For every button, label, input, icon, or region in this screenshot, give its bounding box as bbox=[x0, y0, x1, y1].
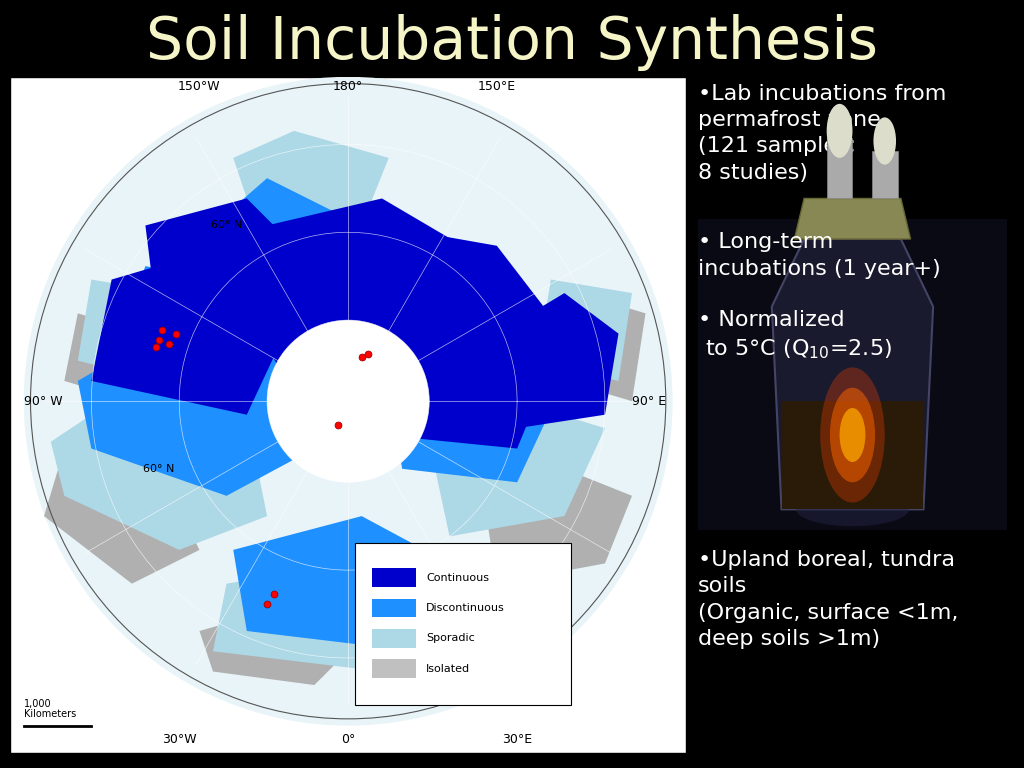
Polygon shape bbox=[772, 239, 933, 509]
Polygon shape bbox=[497, 293, 618, 429]
Polygon shape bbox=[200, 604, 348, 685]
Polygon shape bbox=[781, 401, 924, 509]
Text: • Normalized
 to 5°C (Q$_{10}$=2.5): • Normalized to 5°C (Q$_{10}$=2.5) bbox=[697, 310, 892, 361]
Text: 0°: 0° bbox=[341, 733, 355, 746]
Polygon shape bbox=[91, 246, 294, 415]
Polygon shape bbox=[267, 198, 497, 381]
Circle shape bbox=[873, 118, 896, 164]
Polygon shape bbox=[233, 131, 389, 226]
Polygon shape bbox=[538, 280, 632, 381]
Polygon shape bbox=[112, 266, 267, 381]
Circle shape bbox=[267, 320, 429, 482]
FancyBboxPatch shape bbox=[826, 137, 852, 198]
Polygon shape bbox=[233, 516, 450, 651]
Text: Sporadic: Sporadic bbox=[426, 634, 475, 644]
Text: 60° N: 60° N bbox=[211, 220, 243, 230]
Text: • Long-term
incubations (1 year+): • Long-term incubations (1 year+) bbox=[697, 232, 940, 279]
Polygon shape bbox=[429, 401, 605, 536]
Polygon shape bbox=[44, 449, 200, 584]
Text: 30°E: 30°E bbox=[502, 733, 532, 746]
Polygon shape bbox=[51, 401, 267, 550]
Bar bbox=[372, 598, 416, 617]
Text: 90° W: 90° W bbox=[24, 395, 62, 408]
Polygon shape bbox=[382, 333, 564, 482]
Text: 30°W: 30°W bbox=[162, 733, 197, 746]
Text: 150°E: 150°E bbox=[478, 80, 516, 93]
Circle shape bbox=[829, 388, 876, 482]
Circle shape bbox=[826, 104, 852, 158]
Text: 60° N: 60° N bbox=[143, 464, 175, 474]
Bar bbox=[372, 568, 416, 587]
Text: Continuous: Continuous bbox=[426, 573, 488, 583]
Text: 150°W: 150°W bbox=[178, 80, 221, 93]
Text: 90° E: 90° E bbox=[632, 395, 666, 408]
Text: Discontinuous: Discontinuous bbox=[426, 603, 505, 613]
Text: 1,000: 1,000 bbox=[24, 699, 51, 709]
Polygon shape bbox=[65, 313, 145, 401]
Text: 180°: 180° bbox=[333, 80, 364, 93]
Text: •Lab incubations from
permafrost zone
(121 samples;
8 studies): •Lab incubations from permafrost zone (1… bbox=[697, 84, 946, 183]
Circle shape bbox=[820, 367, 885, 502]
Polygon shape bbox=[78, 280, 172, 381]
Polygon shape bbox=[78, 333, 314, 496]
Circle shape bbox=[24, 77, 673, 726]
Bar bbox=[697, 219, 1008, 530]
FancyBboxPatch shape bbox=[871, 151, 898, 198]
Polygon shape bbox=[145, 198, 314, 361]
Circle shape bbox=[840, 408, 865, 462]
Text: •Upland boreal, tundra
soils
(Organic, surface <1m,
deep soils >1m): •Upland boreal, tundra soils (Organic, s… bbox=[697, 550, 958, 649]
Polygon shape bbox=[483, 468, 632, 584]
Ellipse shape bbox=[796, 492, 909, 526]
Bar bbox=[372, 660, 416, 678]
Polygon shape bbox=[213, 564, 429, 671]
Polygon shape bbox=[267, 226, 564, 449]
Polygon shape bbox=[564, 293, 645, 401]
Polygon shape bbox=[213, 178, 361, 313]
Bar bbox=[372, 629, 416, 648]
Text: Kilometers: Kilometers bbox=[24, 710, 76, 720]
Text: Soil Incubation Synthesis: Soil Incubation Synthesis bbox=[146, 14, 878, 71]
FancyBboxPatch shape bbox=[355, 543, 571, 705]
Polygon shape bbox=[795, 198, 910, 239]
Text: Isolated: Isolated bbox=[426, 664, 470, 674]
